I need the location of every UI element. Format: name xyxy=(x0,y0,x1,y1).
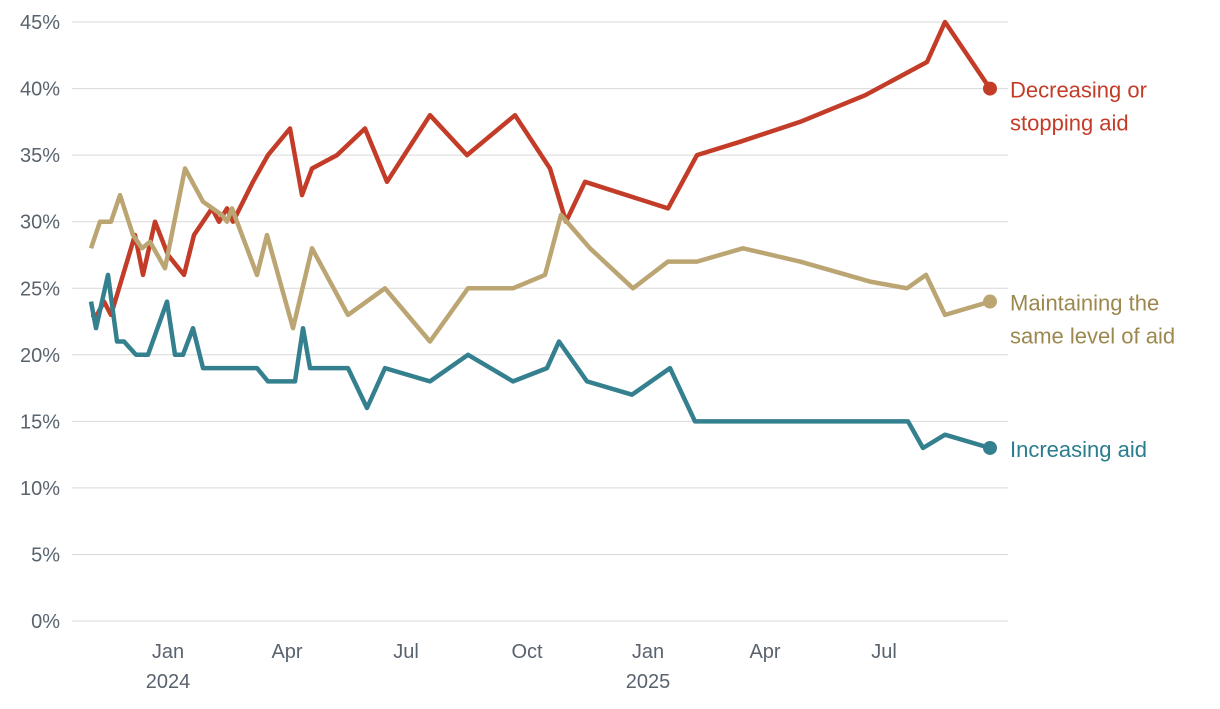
x-axis-label-1: Apr xyxy=(271,641,302,663)
series-label-maintaining-the-same-level-of-aid-line-2: same level of aid xyxy=(1010,324,1175,349)
series-line-decreasing-or-stopping-aid xyxy=(91,19,992,318)
series-line-maintaining-the-same-level-of-aid xyxy=(88,166,991,344)
x-axis-label-4: Jan xyxy=(632,641,664,663)
series-label-decreasing-or-stopping-aid-line-2: stopping aid xyxy=(1010,111,1129,136)
x-axis-label-3: Oct xyxy=(511,641,543,663)
y-axis-label-20: 20% xyxy=(20,345,60,367)
series-label-decreasing-or-stopping-aid-line-1: Decreasing or xyxy=(1010,78,1147,103)
series-line-increasing-aid xyxy=(88,272,991,451)
series-label-maintaining-the-same-level-of-aid-line-1: Maintaining the xyxy=(1010,291,1159,316)
x-axis-label-6: Jul xyxy=(871,641,897,663)
y-axis-label-25: 25% xyxy=(20,278,60,300)
y-axis-label-35: 35% xyxy=(20,145,60,167)
y-axis-label-15: 15% xyxy=(20,411,60,433)
y-axis-label-5: 5% xyxy=(31,544,60,566)
y-axis-label-40: 40% xyxy=(20,79,60,101)
x-axis-year-0: 2024 xyxy=(146,671,191,693)
y-axis-label-30: 30% xyxy=(20,212,60,234)
x-axis-label-5: Apr xyxy=(749,641,780,663)
y-axis-label-0: 0% xyxy=(31,611,60,633)
y-axis-label-10: 10% xyxy=(20,478,60,500)
series-end-dot-increasing-aid xyxy=(983,440,997,455)
series-end-dot-maintaining-the-same-level-of-aid xyxy=(983,294,997,309)
x-axis-year-4: 2025 xyxy=(626,671,671,693)
series-end-dot-decreasing-or-stopping-aid xyxy=(983,81,997,96)
y-axis-label-45: 45% xyxy=(20,12,60,34)
series-label-increasing-aid-line-1: Increasing aid xyxy=(1010,437,1147,462)
x-axis-label-2: Jul xyxy=(393,641,419,663)
x-axis-label-0: Jan xyxy=(152,641,184,663)
